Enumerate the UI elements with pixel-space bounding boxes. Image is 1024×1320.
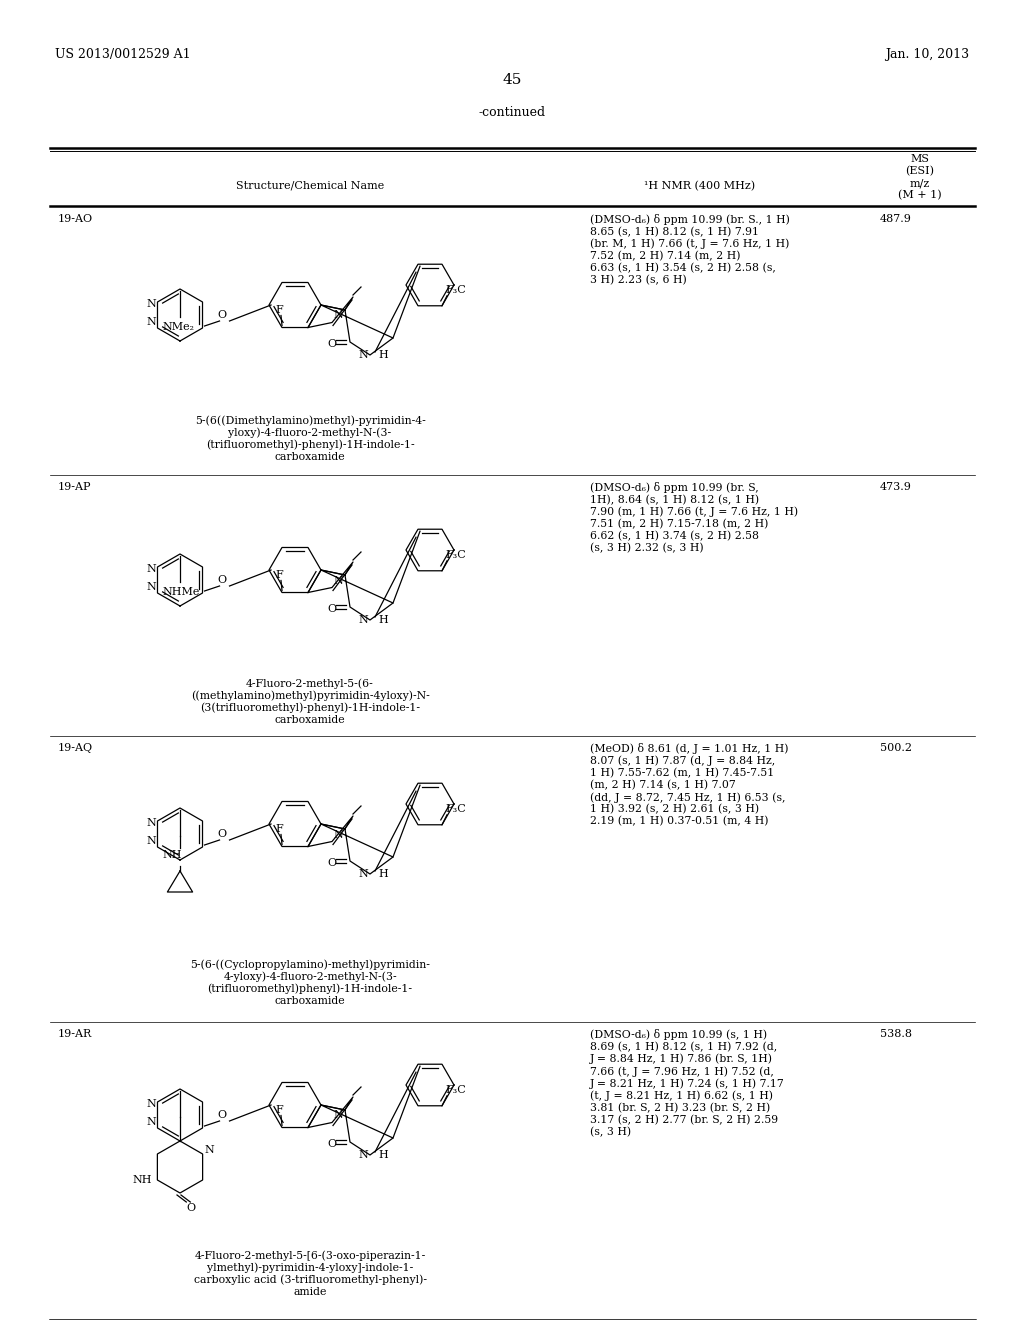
Text: N: N [146, 582, 157, 591]
Text: MS: MS [910, 154, 930, 164]
Text: (DMSO-d₆) δ ppm 10.99 (br. S,
1H), 8.64 (s, 1 H) 8.12 (s, 1 H)
7.90 (m, 1 H) 7.6: (DMSO-d₆) δ ppm 10.99 (br. S, 1H), 8.64 … [590, 482, 798, 553]
Text: 473.9: 473.9 [880, 482, 912, 492]
Text: F₃C: F₃C [445, 1085, 466, 1094]
Text: O: O [217, 1110, 226, 1119]
Text: F: F [275, 305, 283, 314]
Text: O: O [186, 1203, 196, 1213]
Text: N: N [358, 869, 368, 879]
Text: N: N [146, 300, 157, 309]
Text: ¹H NMR (400 MHz): ¹H NMR (400 MHz) [644, 181, 756, 191]
Text: 538.8: 538.8 [880, 1030, 912, 1039]
Text: 19-AO: 19-AO [58, 214, 93, 224]
Text: N: N [146, 836, 157, 846]
Text: N: N [333, 1110, 343, 1121]
Text: 4-Fluoro-2-methyl-5-[6-(3-oxo-piperazin-1-
ylmethyl)-pyrimidin-4-yloxy]-indole-1: 4-Fluoro-2-methyl-5-[6-(3-oxo-piperazin-… [194, 1250, 427, 1296]
Text: (M + 1): (M + 1) [898, 190, 942, 201]
Text: (ESI): (ESI) [905, 166, 935, 177]
Text: F₃C: F₃C [445, 285, 466, 294]
Text: Jan. 10, 2013: Jan. 10, 2013 [885, 48, 969, 61]
Text: N: N [146, 317, 157, 327]
Text: F₃C: F₃C [445, 550, 466, 560]
Text: N: N [358, 350, 368, 360]
Text: 45: 45 [503, 73, 521, 87]
Text: F: F [275, 1105, 283, 1114]
Text: N: N [333, 829, 343, 840]
Text: N: N [358, 1150, 368, 1160]
Text: N: N [333, 310, 343, 321]
Text: H: H [378, 350, 388, 360]
Text: NMe₂: NMe₂ [162, 322, 194, 333]
Text: Structure/Chemical Name: Structure/Chemical Name [236, 181, 384, 191]
Text: F: F [275, 824, 283, 833]
Text: H: H [378, 869, 388, 879]
Text: 500.2: 500.2 [880, 743, 912, 752]
Text: H: H [378, 615, 388, 624]
Text: N: N [146, 1117, 157, 1127]
Text: N: N [333, 576, 343, 586]
Text: -continued: -continued [478, 106, 546, 119]
Text: NHMe: NHMe [162, 587, 200, 597]
Text: NH: NH [162, 850, 181, 861]
Text: O: O [217, 310, 226, 319]
Text: O: O [328, 1139, 337, 1148]
Text: (DMSO-d₆) δ ppm 10.99 (br. S., 1 H)
8.65 (s, 1 H) 8.12 (s, 1 H) 7.91
(br. M, 1 H: (DMSO-d₆) δ ppm 10.99 (br. S., 1 H) 8.65… [590, 214, 790, 285]
Text: N: N [146, 818, 157, 828]
Text: N: N [146, 564, 157, 574]
Text: (MeOD) δ 8.61 (d, J = 1.01 Hz, 1 H)
8.07 (s, 1 H) 7.87 (d, J = 8.84 Hz,
1 H) 7.5: (MeOD) δ 8.61 (d, J = 1.01 Hz, 1 H) 8.07… [590, 743, 788, 826]
Text: 487.9: 487.9 [880, 214, 912, 224]
Text: O: O [217, 829, 226, 840]
Text: O: O [328, 605, 337, 614]
Text: F₃C: F₃C [445, 804, 466, 814]
Text: O: O [328, 339, 337, 348]
Text: F: F [275, 569, 283, 579]
Text: 4-Fluoro-2-methyl-5-(6-
((methylamino)methyl)pyrimidin-4yloxy)-N-
(3(trifluorome: 4-Fluoro-2-methyl-5-(6- ((methylamino)me… [190, 678, 429, 725]
Text: O: O [328, 858, 337, 869]
Text: 5-(6-((Cyclopropylamino)-methyl)pyrimidin-
4-yloxy)-4-fluoro-2-methyl-N-(3-
(tri: 5-(6-((Cyclopropylamino)-methyl)pyrimidi… [190, 960, 430, 1006]
Text: (DMSO-d₆) δ ppm 10.99 (s, 1 H)
8.69 (s, 1 H) 8.12 (s, 1 H) 7.92 (d,
J = 8.84 Hz,: (DMSO-d₆) δ ppm 10.99 (s, 1 H) 8.69 (s, … [590, 1030, 784, 1137]
Text: N: N [358, 615, 368, 624]
Text: O: O [217, 576, 226, 585]
Text: N: N [146, 1100, 157, 1109]
Text: N: N [205, 1144, 214, 1155]
Text: 19-AQ: 19-AQ [58, 743, 93, 752]
Text: 19-AP: 19-AP [58, 482, 91, 492]
Text: 5-(6((Dimethylamino)methyl)-pyrimidin-4-
yloxy)-4-fluoro-2-methyl-N-(3-
(trifluo: 5-(6((Dimethylamino)methyl)-pyrimidin-4-… [195, 414, 425, 462]
Text: H: H [378, 1150, 388, 1160]
Text: m/z: m/z [910, 178, 930, 187]
Text: US 2013/0012529 A1: US 2013/0012529 A1 [55, 48, 190, 61]
Text: 19-AR: 19-AR [58, 1030, 92, 1039]
Text: NH: NH [133, 1175, 153, 1185]
